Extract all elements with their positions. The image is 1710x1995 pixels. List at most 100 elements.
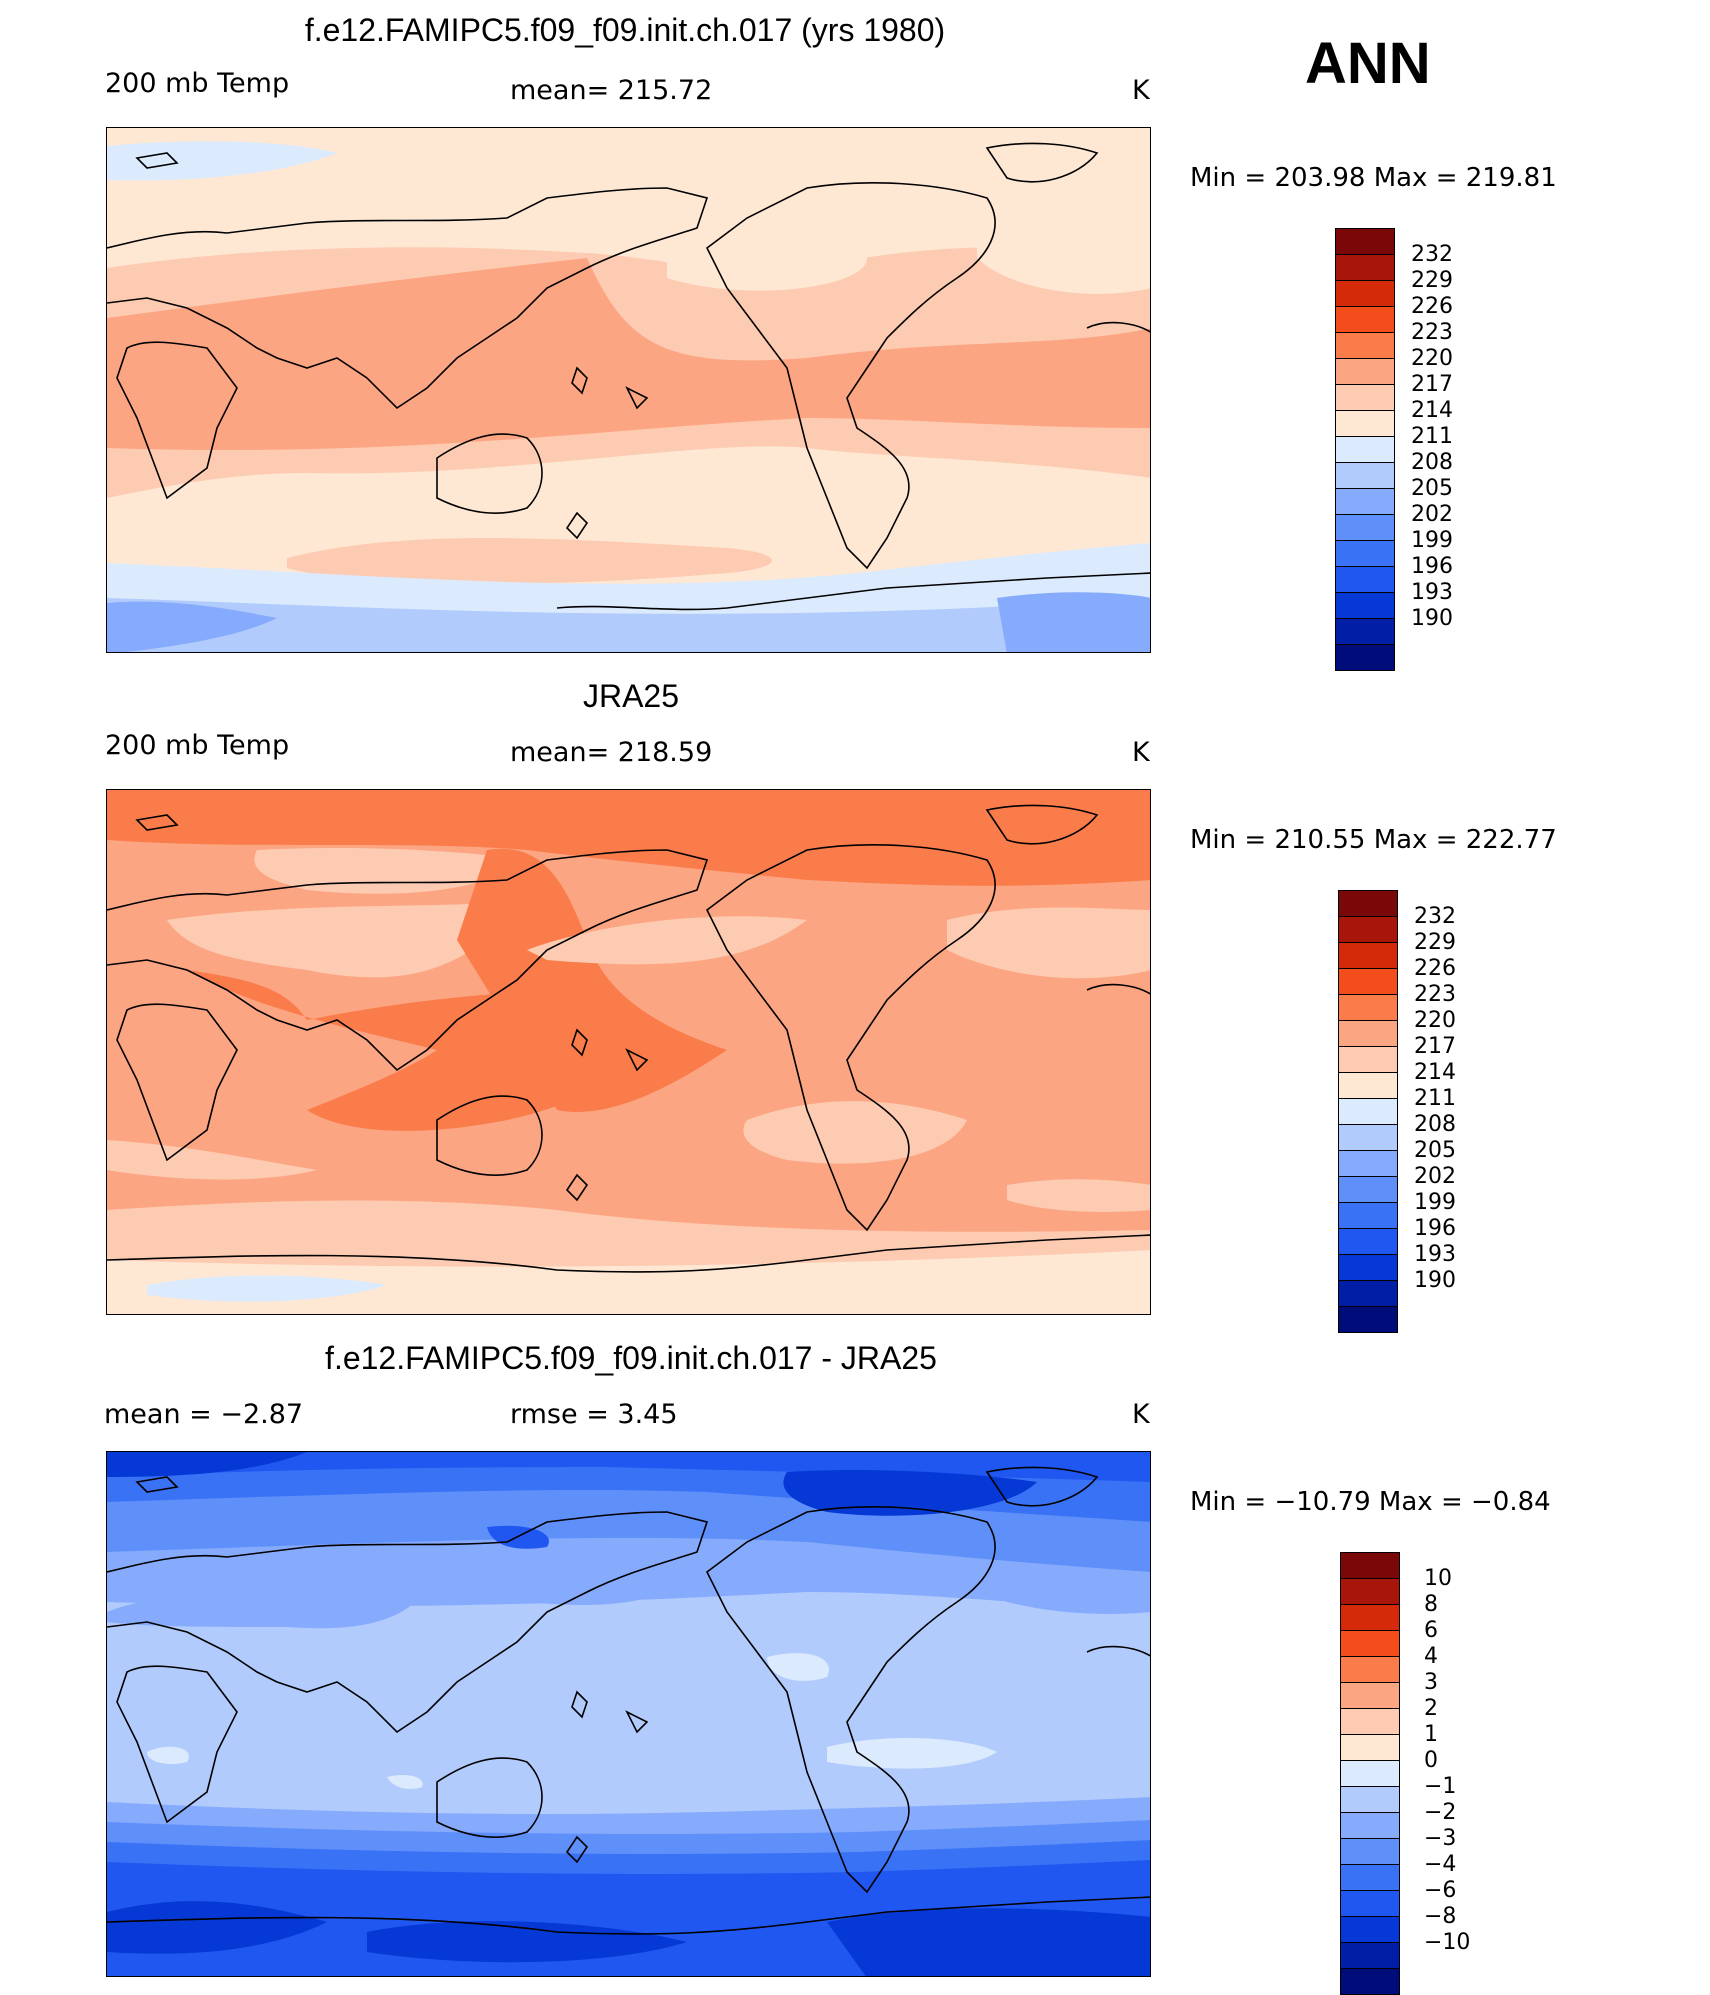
panel1-cbar-label: 202	[1411, 502, 1453, 527]
panel3-title: f.e12.FAMIPC5.f09_f09.init.ch.017 - JRA2…	[325, 1340, 937, 1376]
colorbar-swatch	[1335, 618, 1395, 645]
panel2-title: JRA25	[582, 678, 680, 714]
panel2-cbar-label: 229	[1414, 930, 1456, 955]
colorbar-swatch	[1338, 1020, 1398, 1047]
panel2-cbar-label: 223	[1414, 982, 1456, 1007]
colorbar-swatch	[1335, 514, 1395, 541]
colorbar-swatch	[1340, 1630, 1400, 1657]
colorbar-swatch	[1335, 410, 1395, 437]
colorbar-swatch	[1340, 1578, 1400, 1605]
panel1-title: f.e12.FAMIPC5.f09_f09.init.ch.017 (yrs 1…	[304, 12, 946, 48]
panel1-cbar-label: 205	[1411, 476, 1453, 501]
panel3-cbar-label: −1	[1424, 1774, 1457, 1799]
colorbar-swatch	[1338, 1306, 1398, 1333]
season-label: ANN	[1305, 31, 1431, 96]
colorbar-swatch	[1338, 1150, 1398, 1177]
panel3-cbar-label: 8	[1424, 1592, 1438, 1617]
panel3-cbar-label: −10	[1424, 1930, 1471, 1955]
colorbar-swatch	[1338, 1072, 1398, 1099]
colorbar-swatch	[1335, 566, 1395, 593]
panel3-minmax: Min = −10.79 Max = −0.84	[1190, 1487, 1551, 1517]
panel3-cbar-label: −3	[1424, 1826, 1457, 1851]
panel2-minmax: Min = 210.55 Max = 222.77	[1190, 825, 1557, 855]
colorbar-swatch	[1335, 228, 1395, 255]
colorbar-swatch	[1338, 1228, 1398, 1255]
panel1-cbar-label: 232	[1411, 242, 1453, 267]
panel3-cbar-label: 2	[1424, 1696, 1438, 1721]
colorbar-swatch	[1338, 1280, 1398, 1307]
colorbar-swatch	[1335, 332, 1395, 359]
colorbar-swatch	[1335, 540, 1395, 567]
colorbar-swatch	[1338, 1254, 1398, 1281]
panel2-cbar-label: 217	[1414, 1034, 1456, 1059]
panel2-units: K	[1132, 737, 1150, 768]
colorbar-swatch	[1340, 1656, 1400, 1683]
panel3-cbar-label: −6	[1424, 1878, 1457, 1903]
panel2-cbar-label: 232	[1414, 904, 1456, 929]
colorbar-swatch	[1335, 254, 1395, 281]
colorbar-swatch	[1335, 644, 1395, 671]
panel1-minmax: Min = 203.98 Max = 219.81	[1190, 163, 1557, 193]
panel3-units: K	[1132, 1399, 1150, 1430]
panel2-cbar-label: 199	[1414, 1190, 1456, 1215]
panel2-cbar-label: 196	[1414, 1216, 1456, 1241]
panel2-cbar-label: 190	[1414, 1268, 1456, 1293]
colorbar-swatch	[1335, 280, 1395, 307]
panel1-cbar-label: 190	[1411, 606, 1453, 631]
panel1-cbar-label: 199	[1411, 528, 1453, 553]
panel3-cbar-label: −2	[1424, 1800, 1457, 1825]
panel3-map	[106, 1451, 1151, 1977]
colorbar-swatch	[1340, 1864, 1400, 1891]
colorbar-swatch	[1338, 890, 1398, 917]
panel2-cbar-label: 205	[1414, 1138, 1456, 1163]
colorbar-swatch	[1338, 1124, 1398, 1151]
colorbar-swatch	[1340, 1942, 1400, 1969]
panel1-cbar-label: 208	[1411, 450, 1453, 475]
panel1-cbar-label: 229	[1411, 268, 1453, 293]
colorbar-swatch	[1340, 1890, 1400, 1917]
colorbar-swatch	[1335, 358, 1395, 385]
colorbar-swatch	[1340, 1708, 1400, 1735]
colorbar-swatch	[1338, 968, 1398, 995]
panel3-cbar-label: 6	[1424, 1618, 1438, 1643]
panel2-cbar-label: 202	[1414, 1164, 1456, 1189]
colorbar-swatch	[1335, 384, 1395, 411]
panel2-mean-label: mean= 218.59	[510, 737, 713, 768]
panel2-map	[106, 789, 1151, 1315]
colorbar-swatch	[1340, 1968, 1400, 1995]
panel1-cbar-label: 223	[1411, 320, 1453, 345]
colorbar-swatch	[1340, 1552, 1400, 1579]
panel1-cbar-label: 226	[1411, 294, 1453, 319]
panel1-mean-label: mean= 215.72	[510, 75, 713, 106]
colorbar-swatch	[1338, 1176, 1398, 1203]
colorbar-swatch	[1340, 1760, 1400, 1787]
colorbar-swatch	[1335, 488, 1395, 515]
colorbar-swatch	[1335, 462, 1395, 489]
panel3-cbar-label: 4	[1424, 1644, 1438, 1669]
panel3-cbar-label: 0	[1424, 1748, 1438, 1773]
panel3-rmse-label: rmse = 3.45	[510, 1399, 678, 1430]
colorbar-swatch	[1340, 1916, 1400, 1943]
panel1-cbar-label: 220	[1411, 346, 1453, 371]
panel3-cbar-label: 3	[1424, 1670, 1438, 1695]
colorbar-swatch	[1340, 1812, 1400, 1839]
panel3-cbar-label: 1	[1424, 1722, 1438, 1747]
panel3-cbar-label: −8	[1424, 1904, 1457, 1929]
colorbar-swatch	[1338, 1098, 1398, 1125]
panel1-colorbar	[1335, 228, 1397, 671]
colorbar-swatch	[1338, 942, 1398, 969]
colorbar-swatch	[1335, 436, 1395, 463]
colorbar-swatch	[1335, 306, 1395, 333]
colorbar-swatch	[1338, 1202, 1398, 1229]
colorbar-swatch	[1338, 916, 1398, 943]
panel1-units: K	[1132, 75, 1150, 106]
panel2-colorbar	[1338, 890, 1400, 1333]
panel1-map	[106, 127, 1151, 653]
panel2-cbar-label: 214	[1414, 1060, 1456, 1085]
colorbar-swatch	[1340, 1604, 1400, 1631]
panel2-variable-label: 200 mb Temp	[105, 730, 290, 761]
colorbar-swatch	[1338, 1046, 1398, 1073]
panel3-cbar-label: −4	[1424, 1852, 1457, 1877]
colorbar-swatch	[1335, 592, 1395, 619]
colorbar-swatch	[1338, 994, 1398, 1021]
